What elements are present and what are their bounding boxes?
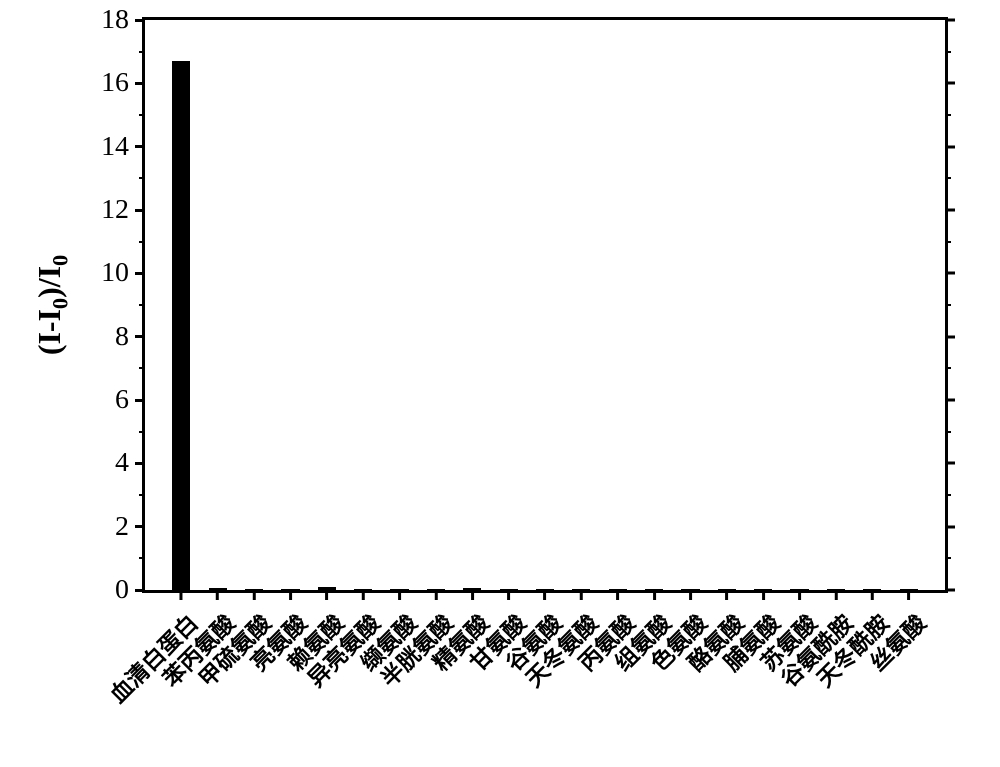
bar bbox=[172, 61, 190, 590]
x-tick-mark bbox=[507, 590, 510, 600]
x-tick-mark bbox=[653, 590, 656, 600]
y-minor-tick-right bbox=[945, 114, 951, 116]
y-tick-mark-right bbox=[945, 399, 955, 402]
y-tick-label: 18 bbox=[101, 4, 129, 36]
y-tick-mark bbox=[135, 209, 145, 212]
x-tick-mark bbox=[689, 590, 692, 600]
y-tick-right bbox=[945, 209, 955, 212]
y-tick-label: 16 bbox=[101, 67, 129, 99]
y-tick: 6 bbox=[115, 384, 145, 416]
y-minor-tick-right bbox=[945, 241, 951, 243]
y-minor-tick-right bbox=[945, 304, 951, 306]
y-tick-mark bbox=[135, 462, 145, 465]
y-tick-label: 6 bbox=[115, 384, 129, 416]
y-tick-label: 14 bbox=[101, 131, 129, 163]
y-tick-right bbox=[945, 589, 955, 592]
y-minor-tick-right bbox=[945, 177, 951, 179]
y-tick: 4 bbox=[115, 447, 145, 479]
y-tick-right bbox=[945, 399, 955, 402]
y-minor-tick bbox=[139, 557, 145, 559]
y-minor-tick bbox=[139, 431, 145, 433]
y-tick: 8 bbox=[115, 321, 145, 353]
y-tick-right bbox=[945, 19, 955, 22]
x-tick-mark bbox=[289, 590, 292, 600]
y-minor-tick-right bbox=[945, 431, 951, 433]
x-tick: 丝氨酸 bbox=[875, 590, 943, 633]
y-minor-tick bbox=[139, 114, 145, 116]
y-tick-mark bbox=[135, 525, 145, 528]
x-tick-mark bbox=[434, 590, 437, 600]
y-tick-mark-right bbox=[945, 209, 955, 212]
y-tick-mark bbox=[135, 335, 145, 338]
y-axis-label: (I-I0)/I0 bbox=[32, 255, 68, 355]
y-minor-tick-right bbox=[945, 494, 951, 496]
x-tick-mark bbox=[253, 590, 256, 600]
y-tick-label: 2 bbox=[115, 511, 129, 543]
y-tick-mark-right bbox=[945, 272, 955, 275]
y-tick-label: 10 bbox=[101, 257, 129, 289]
y-tick: 18 bbox=[101, 4, 145, 36]
plot-border-top bbox=[142, 17, 948, 20]
y-tick-mark-right bbox=[945, 335, 955, 338]
y-minor-tick bbox=[139, 304, 145, 306]
y-tick-label: 8 bbox=[115, 321, 129, 353]
y-tick: 16 bbox=[101, 67, 145, 99]
y-tick-mark bbox=[135, 82, 145, 85]
y-tick-right bbox=[945, 462, 955, 465]
y-tick-right bbox=[945, 145, 955, 148]
y-minor-tick-right bbox=[945, 51, 951, 53]
x-tick-mark bbox=[907, 590, 910, 600]
x-tick-mark bbox=[471, 590, 474, 600]
y-minor-tick-right bbox=[945, 367, 951, 369]
y-tick-label: 12 bbox=[101, 194, 129, 226]
y-tick-mark bbox=[135, 145, 145, 148]
y-tick-mark bbox=[135, 19, 145, 22]
y-minor-tick bbox=[139, 51, 145, 53]
y-tick-right bbox=[945, 82, 955, 85]
y-minor-tick bbox=[139, 241, 145, 243]
y-tick-mark bbox=[135, 399, 145, 402]
y-tick-mark-right bbox=[945, 462, 955, 465]
x-tick-mark bbox=[616, 590, 619, 600]
y-tick-right bbox=[945, 272, 955, 275]
y-tick-mark-right bbox=[945, 589, 955, 592]
x-tick-mark bbox=[362, 590, 365, 600]
y-minor-tick-right bbox=[945, 557, 951, 559]
figure: 024681012141618血清白蛋白苯丙氨酸甲硫氨酸亮氨酸赖氨酸异亮氨酸缬氨… bbox=[0, 0, 1000, 767]
x-tick-mark bbox=[762, 590, 765, 600]
y-tick-right bbox=[945, 525, 955, 528]
y-tick-label: 4 bbox=[115, 447, 129, 479]
x-tick-mark bbox=[725, 590, 728, 600]
y-minor-tick bbox=[139, 367, 145, 369]
y-minor-tick bbox=[139, 494, 145, 496]
y-tick-mark-right bbox=[945, 145, 955, 148]
y-tick: 14 bbox=[101, 131, 145, 163]
plot-area: 024681012141618血清白蛋白苯丙氨酸甲硫氨酸亮氨酸赖氨酸异亮氨酸缬氨… bbox=[145, 20, 945, 590]
y-tick-right bbox=[945, 335, 955, 338]
y-tick: 2 bbox=[115, 511, 145, 543]
y-tick-mark-right bbox=[945, 19, 955, 22]
x-tick-mark bbox=[871, 590, 874, 600]
y-tick-mark bbox=[135, 272, 145, 275]
y-tick-mark-right bbox=[945, 82, 955, 85]
y-tick-mark-right bbox=[945, 525, 955, 528]
x-tick-mark bbox=[580, 590, 583, 600]
y-tick: 12 bbox=[101, 194, 145, 226]
y-minor-tick bbox=[139, 177, 145, 179]
y-tick: 10 bbox=[101, 257, 145, 289]
